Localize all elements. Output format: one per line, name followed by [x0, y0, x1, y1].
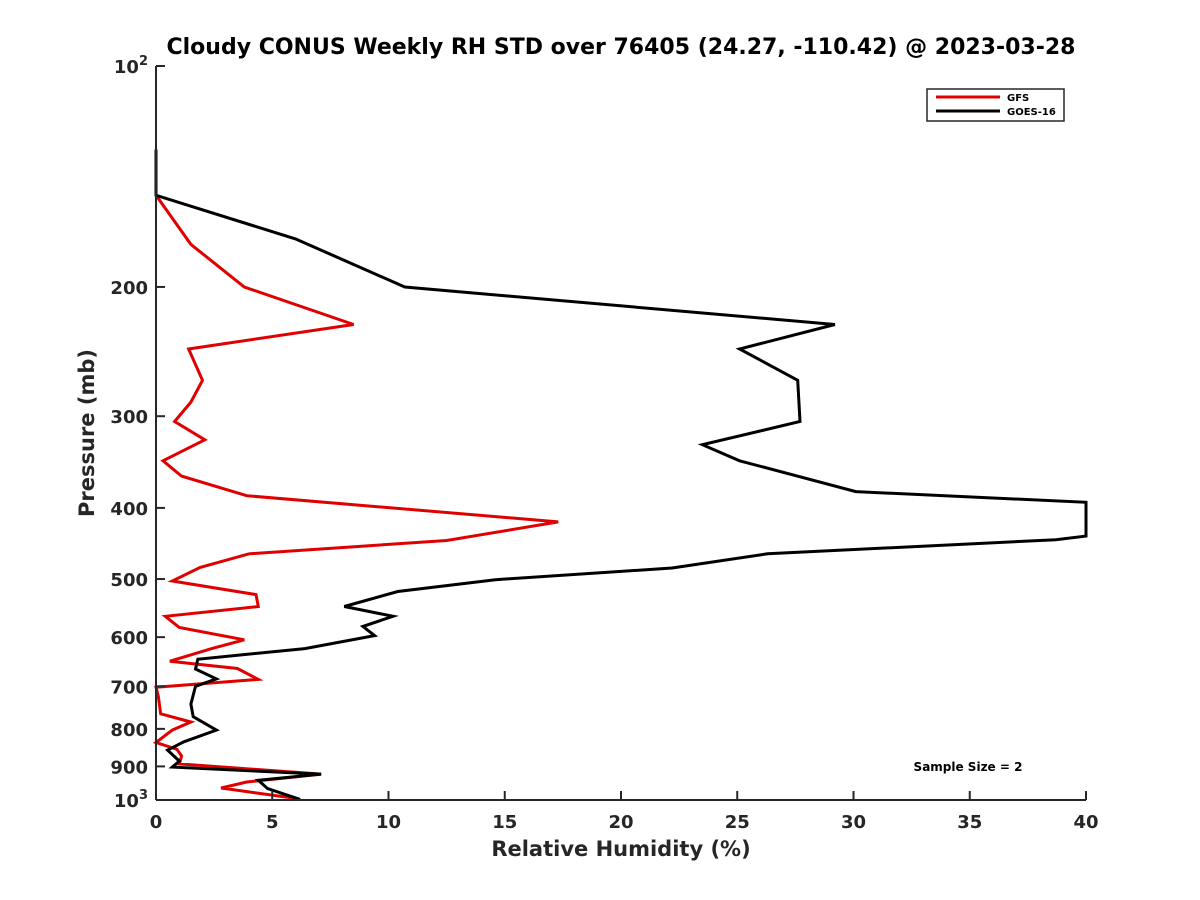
legend-box [926, 88, 1065, 122]
y-tick-label: 300 [110, 407, 148, 428]
y-tick-label: 103 [114, 788, 148, 812]
x-tick-label: 30 [841, 812, 866, 833]
y-tick-label-base: 10 [114, 791, 139, 812]
x-tick-label: 25 [725, 812, 750, 833]
y-tick-label-base: 300 [110, 407, 148, 428]
y-tick-label-base: 700 [110, 677, 148, 698]
plot-area: 0 5 10 15 20 25 30 35 40 10220030040050060070080… [110, 54, 1098, 833]
y-tick-label: 102 [114, 54, 148, 78]
x-tick-label: 5 [266, 812, 279, 833]
y-axis-label: Pressure (mb) [75, 349, 99, 517]
x-tick-label: 20 [608, 812, 633, 833]
y-tick-label: 600 [110, 628, 148, 649]
x-tick-label: 10 [376, 812, 401, 833]
y-tick-label-base: 600 [110, 628, 148, 649]
x-tick-label: 40 [1073, 812, 1098, 833]
y-tick-label-base: 800 [110, 720, 148, 741]
x-ticks: 0 5 10 15 20 25 30 35 40 [150, 791, 1099, 833]
series-line-goes-16 [154, 149, 1088, 801]
y-tick-label-base: 400 [110, 499, 148, 520]
legend: GFS GOES-16 [926, 88, 1065, 122]
y-tick-label: 400 [110, 499, 148, 520]
y-tick-label-base: 10 [114, 57, 139, 78]
chart-title: Cloudy CONUS Weekly RH STD over 76405 (2… [167, 35, 1076, 60]
x-axis-label: Relative Humidity (%) [491, 837, 750, 861]
y-tick-label-exponent: 3 [139, 788, 148, 803]
series-line-gfs [152, 149, 559, 800]
y-tick-label-base: 900 [110, 757, 148, 778]
y-tick-label: 200 [110, 278, 148, 299]
series-layer [152, 149, 1088, 801]
legend-label: GOES-16 [1007, 107, 1056, 118]
y-tick-label-base: 200 [110, 278, 148, 299]
y-tick-label: 900 [110, 757, 148, 778]
x-tick-label: 0 [150, 812, 163, 833]
y-tick-label-base: 500 [110, 570, 148, 591]
y-tick-label: 500 [110, 570, 148, 591]
y-tick-label: 800 [110, 720, 148, 741]
x-tick-label: 15 [492, 812, 517, 833]
y-tick-label: 700 [110, 677, 148, 698]
legend-label: GFS [1007, 93, 1029, 104]
x-tick-label: 35 [957, 812, 982, 833]
y-tick-label-exponent: 2 [139, 54, 148, 69]
sample-size-annotation: Sample Size = 2 [914, 760, 1023, 774]
legend-entries: GFS GOES-16 [936, 93, 1056, 118]
